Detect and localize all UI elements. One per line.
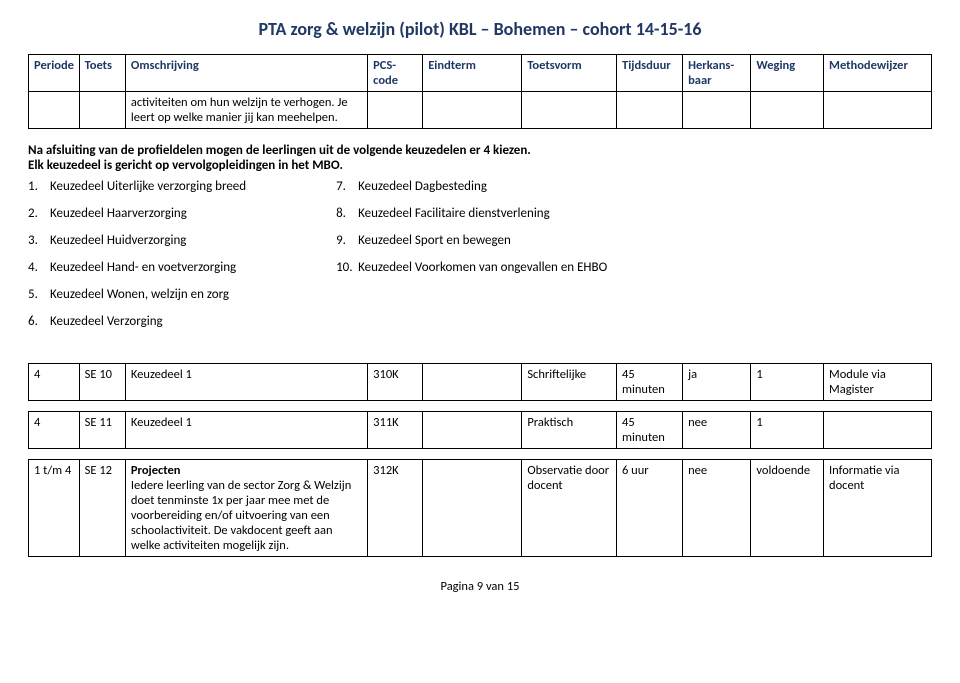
cell-toetsvorm: Observatie door docent bbox=[522, 460, 617, 557]
col-periode: Periode bbox=[29, 55, 80, 92]
cell-methodewijzer: Module via Magister bbox=[824, 364, 932, 401]
kd-text: Keuzedeel Dagbesteding bbox=[358, 179, 487, 194]
kd-text: Keuzedeel Hand- en voetverzorging bbox=[50, 260, 236, 275]
cell-tijdsduur: 6 uur bbox=[617, 460, 683, 557]
col-tijdsduur: Tijdsduur bbox=[617, 55, 683, 92]
table-row: 4 SE 10 Keuzedeel 1 310K Schriftelijke 4… bbox=[29, 364, 932, 401]
cell-toets: SE 12 bbox=[79, 460, 125, 557]
col-eindterm: Eindterm bbox=[423, 55, 522, 92]
kd-text: Keuzedeel Facilitaire dienstverlening bbox=[358, 206, 550, 221]
oms-body: Iedere leerling van de sector Zorg & Wel… bbox=[131, 478, 362, 553]
col-herkansbaar: Herkans-baar bbox=[683, 55, 751, 92]
kd-text: Keuzedeel Wonen, welzijn en zorg bbox=[50, 287, 229, 302]
page-footer: Pagina 9 van 15 bbox=[28, 579, 932, 594]
cell-herkansbaar: nee bbox=[683, 460, 751, 557]
kd-num: 5. bbox=[28, 287, 50, 302]
header-row: Periode Toets Omschrijving PCS-code Eind… bbox=[29, 55, 932, 92]
cell-omschrijving: activiteiten om hun welzijn te verhogen.… bbox=[125, 92, 367, 129]
oms-title: Projecten bbox=[131, 463, 362, 478]
kd-text: Keuzedeel Huidverzorging bbox=[50, 233, 186, 248]
kd-num: 4. bbox=[28, 260, 50, 275]
col-weging: Weging bbox=[751, 55, 824, 92]
cell-herkansbaar: nee bbox=[683, 412, 751, 449]
cell-pcscode: 310K bbox=[368, 364, 423, 401]
intro-line2: Elk keuzedeel is gericht op vervolgoplei… bbox=[28, 158, 932, 173]
col-methodewijzer: Methodewijzer bbox=[824, 55, 932, 92]
kd-num: 9. bbox=[336, 233, 358, 248]
cell-toetsvorm: Praktisch bbox=[522, 412, 617, 449]
continuation-row: activiteiten om hun welzijn te verhogen.… bbox=[29, 92, 932, 129]
kd-num: 10. bbox=[336, 260, 358, 275]
cell-omschrijving: Keuzedeel 1 bbox=[125, 364, 367, 401]
col-toetsvorm: Toetsvorm bbox=[522, 55, 617, 92]
kd-text: Keuzedeel Haarverzorging bbox=[50, 206, 187, 221]
cell-periode: 4 bbox=[29, 412, 80, 449]
kd-num: 7. bbox=[336, 179, 358, 194]
kd-text: Keuzedeel Sport en bewegen bbox=[358, 233, 511, 248]
keuzedelen-left: 1.Keuzedeel Uiterlijke verzorging breed … bbox=[28, 179, 246, 341]
cell-eindterm bbox=[423, 460, 522, 557]
cell-pcscode: 311K bbox=[368, 412, 423, 449]
cell-eindterm bbox=[423, 364, 522, 401]
cell-periode: 1 t/m 4 bbox=[29, 460, 80, 557]
intro-block: Na afsluiting van de profieldelen mogen … bbox=[28, 143, 932, 173]
cell-eindterm bbox=[423, 412, 522, 449]
kd-num: 3. bbox=[28, 233, 50, 248]
cell-periode: 4 bbox=[29, 364, 80, 401]
cell-toets: SE 11 bbox=[79, 412, 125, 449]
kd-text: Keuzedeel Verzorging bbox=[50, 314, 163, 329]
cell-weging: 1 bbox=[751, 412, 824, 449]
cell-toets: SE 10 bbox=[79, 364, 125, 401]
cell-tijdsduur: 45 minuten bbox=[617, 364, 683, 401]
table-row: 4 SE 11 Keuzedeel 1 311K Praktisch 45 mi… bbox=[29, 412, 932, 449]
kd-num: 6. bbox=[28, 314, 50, 329]
cell-methodewijzer: Informatie via docent bbox=[824, 460, 932, 557]
kd-num: 8. bbox=[336, 206, 358, 221]
cell-weging: voldoende bbox=[751, 460, 824, 557]
col-omschrijving: Omschrijving bbox=[125, 55, 367, 92]
row-table-se11: 4 SE 11 Keuzedeel 1 311K Praktisch 45 mi… bbox=[28, 411, 932, 449]
row-table-se10: 4 SE 10 Keuzedeel 1 310K Schriftelijke 4… bbox=[28, 363, 932, 401]
kd-text: Keuzedeel Voorkomen van ongevallen en EH… bbox=[358, 260, 607, 275]
cell-herkansbaar: ja bbox=[683, 364, 751, 401]
cell-pcscode: 312K bbox=[368, 460, 423, 557]
kd-num: 2. bbox=[28, 206, 50, 221]
kd-num: 1. bbox=[28, 179, 50, 194]
kd-text: Keuzedeel Uiterlijke verzorging breed bbox=[50, 179, 246, 194]
table-row: 1 t/m 4 SE 12 Projecten Iedere leerling … bbox=[29, 460, 932, 557]
col-pcscode: PCS-code bbox=[368, 55, 423, 92]
cell-tijdsduur: 45 minuten bbox=[617, 412, 683, 449]
cell-omschrijving: Keuzedeel 1 bbox=[125, 412, 367, 449]
page-number: Pagina 9 van 15 bbox=[441, 579, 520, 594]
cell-omschrijving: Projecten Iedere leerling van de sector … bbox=[125, 460, 367, 557]
header-table: Periode Toets Omschrijving PCS-code Eind… bbox=[28, 54, 932, 129]
cell-toetsvorm: Schriftelijke bbox=[522, 364, 617, 401]
keuzedelen-columns: 1.Keuzedeel Uiterlijke verzorging breed … bbox=[28, 179, 932, 341]
keuzedelen-right: 7.Keuzedeel Dagbesteding 8.Keuzedeel Fac… bbox=[336, 179, 607, 341]
row-table-se12: 1 t/m 4 SE 12 Projecten Iedere leerling … bbox=[28, 459, 932, 557]
page-title: PTA zorg & welzijn (pilot) KBL – Bohemen… bbox=[28, 18, 932, 40]
cell-weging: 1 bbox=[751, 364, 824, 401]
cell-methodewijzer bbox=[824, 412, 932, 449]
col-toets: Toets bbox=[79, 55, 125, 92]
intro-line1: Na afsluiting van de profieldelen mogen … bbox=[28, 143, 932, 158]
